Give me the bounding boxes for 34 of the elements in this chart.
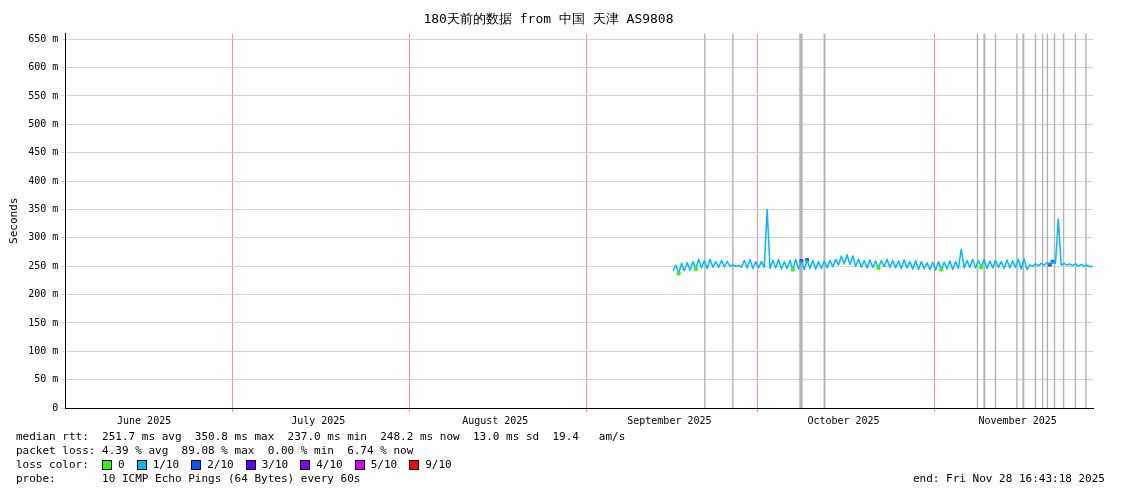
y-axis-title: Seconds (7, 197, 21, 244)
y-tick-label: 50 m (34, 373, 59, 385)
x-tick-label: October 2025 (807, 414, 880, 426)
y-tick-label: 150 m (28, 316, 59, 328)
y-tick-label: 200 m (28, 288, 59, 300)
text: end: Fri Nov 28 16:43:18 2025 (912, 472, 1105, 486)
text: packet loss: 4.39 % avg 89.08 % max 0.00 % min 6.74 % now (15, 444, 415, 458)
y-tick-label: 650 m (28, 32, 59, 44)
text: median rtt: 251.7 ms avg 350.8 ms max 237.0 ms min 248.2 ms now 13.0 ms sd 19.4 am/s (15, 430, 627, 444)
y-tick-label: 100 m (28, 344, 59, 356)
y-tick-label: 500 m (28, 117, 59, 129)
x-tick-label: September 2025 (627, 414, 712, 426)
y-tick-label: 250 m (28, 259, 59, 271)
legend-title: loss color: (16, 458, 90, 472)
legend-label: 1/10 (152, 458, 180, 472)
chart-title: 180天前的数据 from 中国 天津 AS9808 (423, 11, 674, 27)
text: probe: 10 ICMP Echo Pings (64 Bytes) every 60s (16, 472, 361, 486)
y-tick-label: 600 m (28, 61, 59, 73)
x-tick-label: August 2025 (462, 414, 529, 426)
y-tick-label: 400 m (28, 174, 59, 186)
y-tick-label: 550 m (28, 89, 59, 101)
legend-label: 5/10 (370, 458, 398, 472)
x-tick-label: November 2025 (978, 414, 1057, 426)
x-tick-label: July 2025 (291, 414, 346, 426)
legend-label: 0 (118, 458, 125, 472)
legend-label: 9/10 (425, 458, 452, 472)
legend-label: 4/10 (316, 458, 343, 472)
y-tick-label: 0 (52, 401, 59, 413)
legend-label: 2/10 (207, 458, 234, 472)
x-tick-label: June 2025 (117, 414, 172, 426)
y-tick-label: 300 m (28, 231, 59, 243)
legend-label: 3/10 (261, 458, 289, 472)
y-tick-label: 450 m (28, 146, 59, 158)
y-tick-label: 350 m (28, 203, 59, 215)
